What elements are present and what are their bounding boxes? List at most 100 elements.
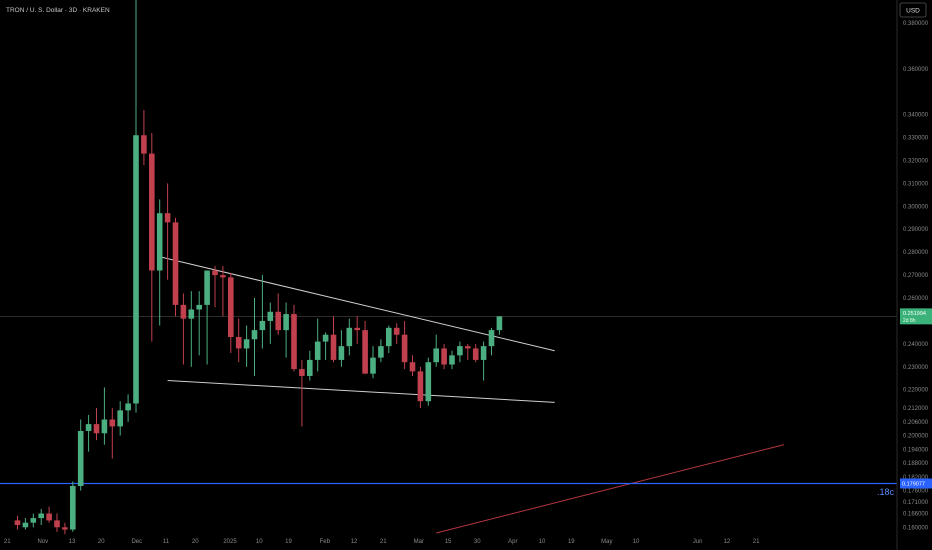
candle-body	[212, 270, 218, 276]
candle[interactable]	[314, 318, 321, 372]
candle[interactable]	[378, 339, 384, 363]
candle[interactable]	[46, 506, 52, 523]
candle[interactable]	[417, 366, 424, 409]
candle-body	[196, 304, 202, 310]
price-tick-label: 0.300000	[903, 204, 929, 210]
candle[interactable]	[251, 298, 258, 376]
time-tick-label: 21	[753, 539, 760, 545]
candle[interactable]	[54, 513, 60, 532]
candle[interactable]	[62, 522, 68, 535]
candle[interactable]	[362, 320, 368, 374]
candle[interactable]	[70, 481, 76, 532]
candle[interactable]	[354, 316, 360, 344]
candle[interactable]	[125, 394, 131, 422]
time-tick-label: 11	[163, 539, 170, 545]
candle[interactable]	[38, 508, 44, 525]
candle-body	[299, 369, 305, 376]
candle[interactable]	[188, 291, 195, 367]
time-tick-label: Dec	[131, 539, 142, 545]
time-tick-label: Nov	[37, 539, 48, 545]
candle[interactable]	[235, 318, 242, 363]
candle[interactable]	[30, 513, 37, 528]
candle[interactable]	[117, 401, 123, 436]
candle[interactable]	[457, 341, 463, 363]
candle[interactable]	[93, 408, 100, 441]
candle[interactable]	[77, 419, 84, 491]
candle[interactable]	[149, 132, 155, 342]
candle[interactable]	[441, 343, 447, 370]
candle[interactable]	[14, 515, 21, 530]
candle[interactable]	[243, 325, 250, 367]
candle[interactable]	[291, 304, 297, 372]
time-tick-label: Mar	[414, 539, 424, 545]
price-tick-label: 0.290000	[903, 227, 929, 233]
candles[interactable]	[14, 0, 503, 535]
candle[interactable]	[338, 330, 345, 367]
candle-body	[370, 357, 376, 374]
candle-body	[172, 222, 179, 305]
price-tick-label: 0.340000	[903, 113, 929, 119]
candle[interactable]	[85, 414, 92, 452]
candle[interactable]	[346, 318, 353, 356]
candle-body	[22, 522, 29, 528]
candle[interactable]	[228, 272, 234, 354]
candle[interactable]	[465, 343, 471, 360]
candle-body	[109, 419, 116, 427]
candle-body	[101, 419, 108, 434]
currency-button[interactable]: USD	[899, 2, 927, 18]
candle[interactable]	[109, 408, 116, 459]
candle[interactable]	[212, 265, 218, 308]
candle-body	[141, 135, 147, 154]
price-axis[interactable]: 0.380000 0.360000 0.340000 0.330000 0.320000…	[896, 0, 929, 550]
candle[interactable]	[204, 270, 210, 365]
candle[interactable]	[370, 346, 376, 379]
price-tick-label: 0.200000	[903, 434, 929, 440]
candle[interactable]	[220, 265, 226, 317]
candle[interactable]	[196, 291, 202, 356]
candle[interactable]	[433, 334, 439, 367]
candle[interactable]	[22, 518, 29, 530]
candle[interactable]	[275, 293, 281, 335]
candle[interactable]	[480, 341, 487, 381]
candle[interactable]	[164, 183, 171, 280]
candle[interactable]	[267, 302, 274, 344]
candle[interactable]	[425, 357, 432, 406]
candle-body	[70, 486, 76, 530]
price-tick-label: 0.230000	[903, 365, 929, 371]
candle[interactable]	[322, 332, 329, 360]
candle[interactable]	[393, 323, 400, 344]
candle[interactable]	[330, 316, 337, 363]
candle-body	[465, 346, 471, 349]
candle[interactable]	[172, 217, 179, 317]
candle-body	[472, 348, 479, 360]
candle-body	[46, 513, 52, 521]
candle[interactable]	[283, 302, 289, 358]
time-axis[interactable]: 21 Nov 13 20 Dec 11 20 2025 10 19 Feb 12 21 Mar 15 30 Ap…	[4, 539, 760, 545]
candle-body	[457, 346, 463, 356]
candle-body	[275, 311, 281, 331]
candle[interactable]	[156, 199, 163, 326]
candle[interactable]	[386, 325, 392, 354]
candle[interactable]	[401, 320, 408, 370]
candle[interactable]	[101, 387, 108, 445]
candle[interactable]	[449, 350, 455, 370]
candle[interactable]	[488, 327, 495, 356]
candle[interactable]	[409, 355, 416, 376]
candle[interactable]	[472, 343, 479, 363]
candle-body	[62, 527, 68, 530]
price-tick-label: 0.240000	[903, 342, 929, 348]
time-tick-label: May	[601, 539, 612, 545]
price-tick-label: 0.194000	[903, 447, 929, 453]
candle[interactable]	[307, 350, 313, 381]
candle[interactable]	[259, 275, 266, 349]
time-tick-label: 20	[98, 539, 105, 545]
price-tick-label: 0.220000	[903, 388, 929, 394]
candle[interactable]	[496, 316, 503, 335]
candle[interactable]	[133, 0, 139, 413]
candle[interactable]	[141, 110, 147, 166]
time-tick-label: Apr	[508, 539, 517, 545]
price-tick-label: 0.212000	[903, 406, 929, 412]
candle[interactable]	[180, 293, 187, 365]
candle[interactable]	[299, 359, 305, 427]
